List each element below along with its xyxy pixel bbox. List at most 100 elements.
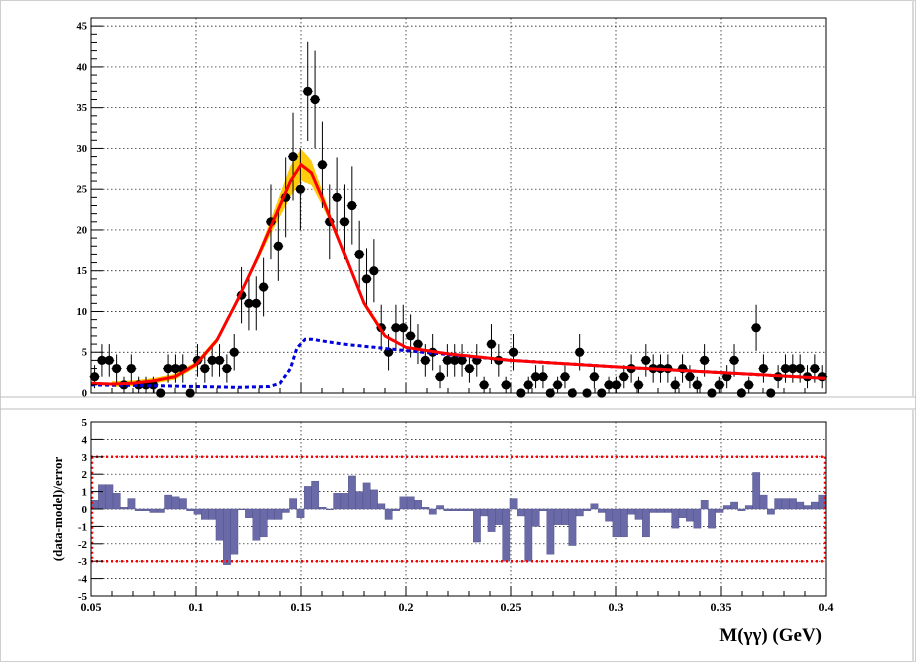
residual-bar [274,508,283,520]
data-point [354,249,364,260]
y-tick-label: 10 [77,307,88,318]
residual-bar [164,494,173,510]
residual-bar [634,508,643,520]
data-point [310,94,320,105]
y-tick-label: 15 [77,266,88,277]
residual-bar [156,508,165,513]
residual-bar [259,508,268,538]
y-tick-label: 5 [82,417,88,429]
residual-bar [678,508,687,518]
y-tick-label: 20 [77,225,88,236]
residual-bar [171,496,180,510]
residual-bar [686,508,694,522]
data-point [641,355,651,365]
x-tick-label: 0.25 [501,600,522,614]
residual-bar [700,500,709,510]
residual-bar [575,508,584,517]
y-tick-label: 0 [82,504,88,516]
residual-bar [105,484,114,510]
residual-bar [223,508,231,565]
data-point [347,200,357,211]
residual-bar [458,508,467,511]
y-tick-label: -3 [78,556,88,568]
residual-bar [546,508,555,555]
data-point [486,339,497,349]
residual-bar [142,508,150,511]
residual-bar [465,508,474,511]
data-point [413,339,423,349]
data-point [604,380,614,390]
residual-bar [649,508,658,513]
data-point [207,355,217,365]
x-tick-label: 0.3 [609,600,624,614]
residual-bar [267,508,275,520]
residual-bar [414,500,422,510]
residual-bar [553,508,562,525]
data-point [200,363,210,374]
residual-bar [370,489,378,510]
residual-bar [480,508,489,517]
data-point [553,380,563,390]
residual-bar [237,508,246,511]
residual-bar [597,508,606,513]
residual-bar [289,498,298,510]
y-tick-label: 40 [77,62,88,73]
residual-bar [656,508,665,513]
residual-bar [774,498,783,510]
data-point [288,151,298,162]
residual-bar [811,501,819,510]
y-tick-label: 35 [77,103,88,114]
residual-bar [296,508,305,518]
data-point [361,274,372,284]
data-point [163,363,173,374]
residual-bar [561,508,569,525]
x-tick-label: 0.05 [81,600,102,614]
data-point [692,380,702,390]
fit-plot-pad: 0 5 10 15 20 25 30 35 40 45 [77,17,828,400]
residual-bar [208,508,217,520]
data-point [538,372,548,382]
residual-bar [201,508,209,520]
residual-bar [583,508,592,511]
x-tick-label: 0.2 [399,600,414,614]
residual-bar [384,508,393,520]
residual-bar [377,503,386,510]
data-point [317,160,328,170]
data-point [420,355,430,365]
residual-bar [443,508,452,511]
data-point [758,363,769,374]
data-point [810,363,820,374]
data-point [670,380,680,390]
x-tick-label: 0.1 [189,600,204,614]
residual-bar [326,508,334,511]
residual-bar [722,505,731,510]
fit-plot-axes: 0 5 10 15 20 25 30 35 40 45 [77,22,827,400]
residual-bar [318,507,327,510]
y-tick-label: -5 [78,591,88,603]
data-point [685,372,695,382]
data-point [523,380,533,390]
residual-bar [186,508,195,511]
residual-bar [428,508,437,515]
data-point [751,323,761,333]
residual-bar [605,508,614,522]
y-tick-label: 5 [82,348,87,359]
data-point [508,347,519,357]
residual-bar [421,507,430,510]
residual-bar [752,472,761,510]
total-fit-curve-group [90,162,827,386]
residual-bar [737,508,746,511]
residual-bar [399,496,408,510]
data-point [398,323,408,333]
residual-plot-axes: 0.05 0.1 0.15 0.2 0.25 0.3 0.35 0.4 -5 -4 -3 -2 -1 0 1… [78,417,834,614]
data-point [170,363,181,374]
data-point [391,323,401,333]
residual-bar [730,501,739,510]
y-tick-label: -1 [78,521,87,533]
data-point [619,372,629,382]
data-point [97,355,107,365]
data-point [788,363,798,374]
residual-bar [178,498,187,510]
data-point [273,241,283,251]
